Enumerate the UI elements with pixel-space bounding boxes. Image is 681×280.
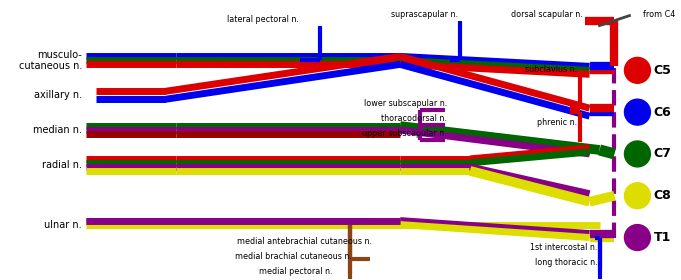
Text: C8: C8: [653, 189, 671, 202]
Circle shape: [624, 99, 650, 125]
Text: C7: C7: [653, 148, 671, 160]
Text: axillary n.: axillary n.: [34, 90, 82, 100]
Text: lower subscapular n.: lower subscapular n.: [364, 99, 447, 108]
Circle shape: [624, 225, 650, 250]
Text: from C4: from C4: [643, 10, 676, 18]
Text: T1: T1: [653, 231, 671, 244]
Text: C6: C6: [653, 106, 671, 119]
Text: medial pectoral n.: medial pectoral n.: [259, 267, 332, 276]
Text: medial brachial cutaneous n.: medial brachial cutaneous n.: [236, 252, 352, 262]
Text: radial n.: radial n.: [42, 160, 82, 170]
Text: medial antebrachial cutaneous n.: medial antebrachial cutaneous n.: [237, 237, 373, 246]
Text: upper subscapular n.: upper subscapular n.: [362, 129, 447, 138]
Circle shape: [624, 57, 650, 83]
Text: C5: C5: [653, 64, 671, 77]
Text: median n.: median n.: [33, 125, 82, 135]
Circle shape: [624, 183, 650, 209]
Text: 1st intercostal n.: 1st intercostal n.: [530, 243, 597, 253]
Text: thoracodorsal n.: thoracodorsal n.: [381, 114, 447, 123]
Text: lateral pectoral n.: lateral pectoral n.: [227, 15, 298, 24]
Text: phrenic n.: phrenic n.: [537, 118, 577, 127]
Text: subclavius n.: subclavius n.: [526, 65, 577, 74]
Text: long thoracic n.: long thoracic n.: [535, 258, 597, 267]
Text: ulnar n.: ulnar n.: [44, 220, 82, 230]
Text: musculo-
cutaneous n.: musculo- cutaneous n.: [18, 50, 82, 71]
Circle shape: [624, 141, 650, 167]
Text: suprascapular n.: suprascapular n.: [391, 10, 458, 18]
Text: dorsal scapular n.: dorsal scapular n.: [511, 10, 582, 18]
